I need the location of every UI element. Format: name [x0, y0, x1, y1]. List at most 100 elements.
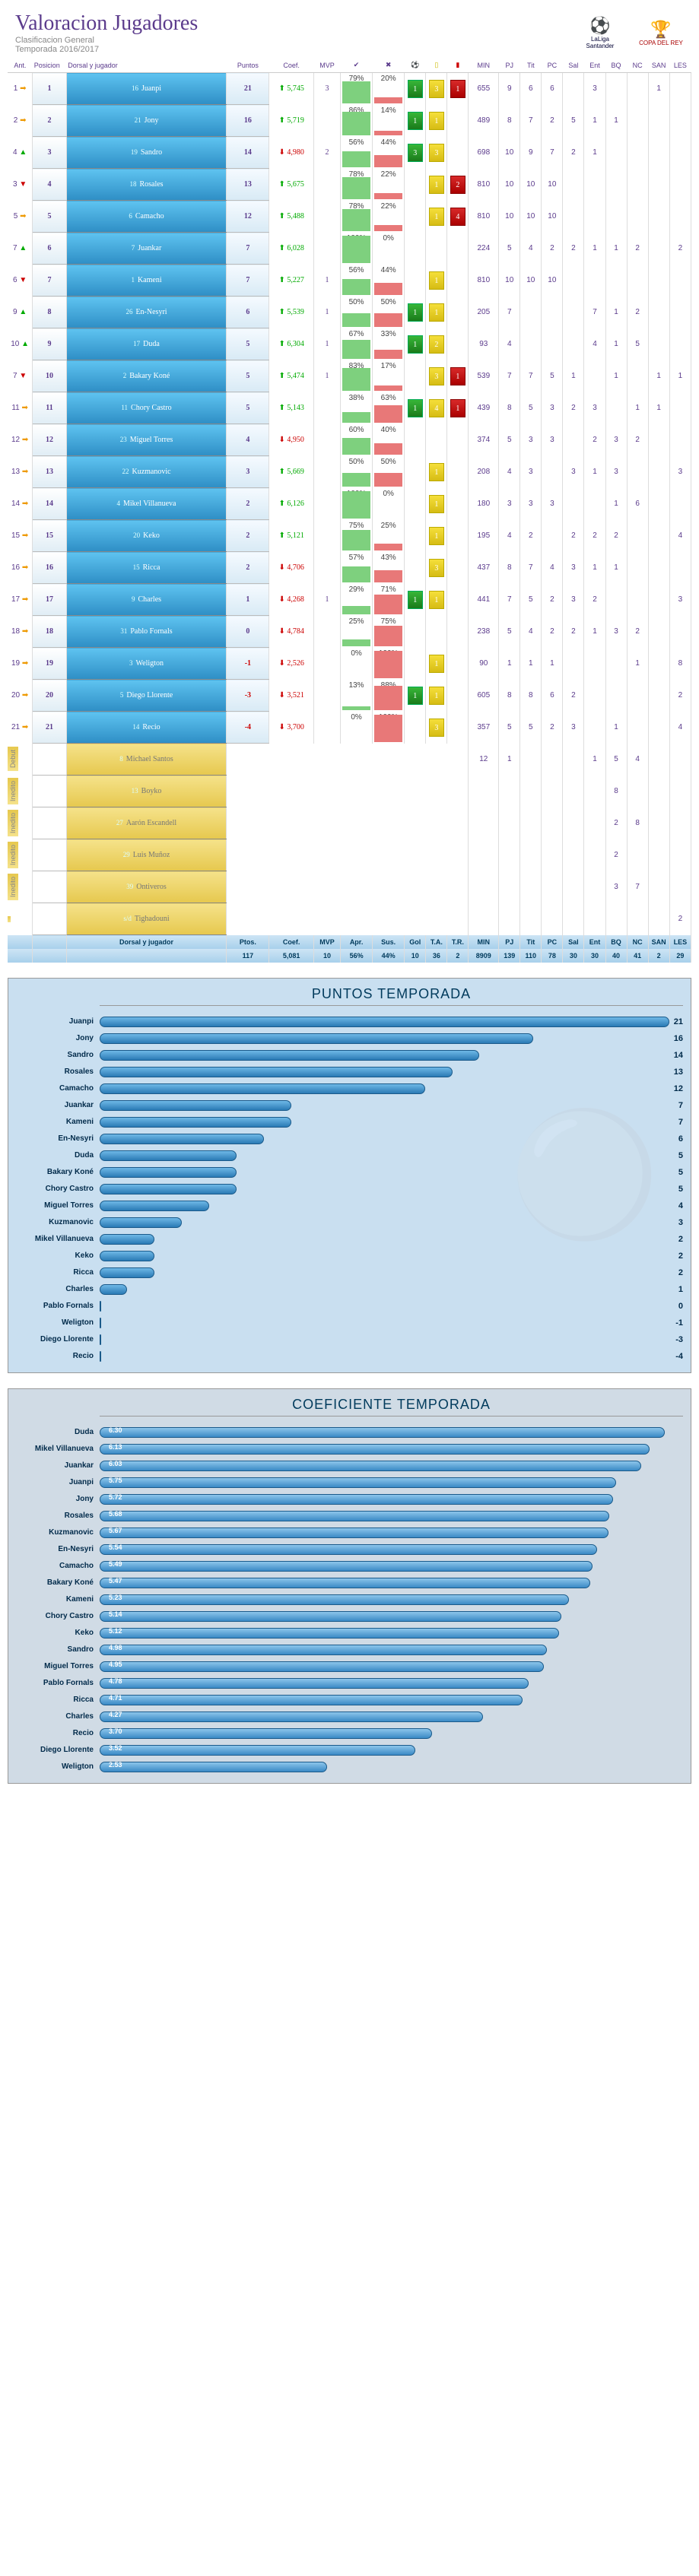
- sus-pct: 75%: [373, 616, 405, 648]
- sal: 2: [563, 233, 584, 265]
- points: 4: [227, 424, 269, 456]
- points: 14: [227, 137, 269, 169]
- position: 19: [33, 648, 66, 680]
- pc: 3: [542, 392, 563, 424]
- pc: 10: [542, 201, 563, 233]
- chart-label: Sandro: [16, 1645, 100, 1654]
- chart-value: 5.68: [109, 1510, 122, 1518]
- bq: [605, 73, 627, 105]
- player-name: 20Keko: [66, 520, 227, 552]
- chart-label: Charles: [16, 1712, 100, 1721]
- tit: 10: [520, 169, 542, 201]
- san: [648, 137, 669, 169]
- san: [648, 201, 669, 233]
- sal: [563, 73, 584, 105]
- yellow-cards: 1: [426, 169, 447, 201]
- coef: ⬆ 5,675: [269, 169, 313, 201]
- points: 3: [227, 456, 269, 488]
- goals: [405, 265, 426, 297]
- chart-label: Charles: [16, 1285, 100, 1293]
- chart-coef: COEFICIENTE TEMPORADA Duda 6.30Mikel Vil…: [8, 1388, 691, 1784]
- yellow-cards: 1: [426, 520, 447, 552]
- ent: 3: [584, 392, 605, 424]
- chart-value: 3: [678, 1218, 683, 1227]
- mvp: [313, 648, 340, 680]
- mvp: [313, 392, 340, 424]
- chart-value: 6.13: [109, 1443, 122, 1451]
- chart-row: Juankar 6.03: [100, 1458, 683, 1474]
- sal: 3: [563, 552, 584, 584]
- pj: 10: [499, 169, 520, 201]
- player-name: 29Luis Muñoz: [66, 839, 227, 871]
- col-pj: PJ: [499, 58, 520, 73]
- les: 3: [669, 456, 691, 488]
- chart-value: 4.78: [109, 1677, 122, 1685]
- goals: 1: [405, 392, 426, 424]
- chart-value: 21: [674, 1017, 683, 1026]
- chart-row: Kuzmanovic 5.67: [100, 1524, 683, 1541]
- red-cards: [447, 680, 469, 712]
- position: 21: [33, 712, 66, 744]
- bq: 1: [605, 552, 627, 584]
- player-name: 15Ricca: [66, 552, 227, 584]
- nc: 2: [627, 424, 648, 456]
- col-coef: Coef.: [269, 58, 313, 73]
- sal: 2: [563, 520, 584, 552]
- sus-pct: 20%: [373, 73, 405, 105]
- bq: 1: [605, 105, 627, 137]
- points: 21: [227, 73, 269, 105]
- tit: [520, 328, 542, 360]
- san: [648, 456, 669, 488]
- yellow-cards: 1: [426, 680, 447, 712]
- nc: [627, 552, 648, 584]
- ent: [584, 680, 605, 712]
- chart-row: Juankar 7: [100, 1097, 683, 1114]
- subtitle-2: Temporada 2016/2017: [15, 45, 198, 54]
- ent: 7: [584, 297, 605, 328]
- les: 2: [669, 233, 691, 265]
- player-name: 1Kameni: [66, 265, 227, 297]
- pc: [542, 456, 563, 488]
- header-row: Ant. Posicion Dorsal y jugador Puntos Co…: [8, 58, 691, 73]
- table-row-extra: s/dTighadouni 2: [8, 903, 691, 935]
- chart-row: Mikel Villanueva 2: [100, 1231, 683, 1248]
- player-name: 27Aarón Escandell: [66, 807, 227, 839]
- pj: 4: [499, 328, 520, 360]
- san: [648, 169, 669, 201]
- chart-label: Jony: [16, 1495, 100, 1503]
- player-name: 26En-Nesyri: [66, 297, 227, 328]
- red-cards: 1: [447, 392, 469, 424]
- coef: ⬇ 4,268: [269, 584, 313, 616]
- pj: 5: [499, 712, 520, 744]
- nc: [627, 73, 648, 105]
- goals: [405, 520, 426, 552]
- nc: 1: [627, 392, 648, 424]
- san: [648, 424, 669, 456]
- pj: 8: [499, 392, 520, 424]
- san: [648, 680, 669, 712]
- chart-value: 5.14: [109, 1610, 122, 1618]
- apr-pct: 50%: [341, 456, 373, 488]
- position: 1: [33, 73, 66, 105]
- pj: 8: [499, 680, 520, 712]
- chart-value: 2: [678, 1268, 683, 1277]
- mvp: [313, 169, 340, 201]
- apr-pct: 78%: [341, 169, 373, 201]
- sal: 2: [563, 616, 584, 648]
- pj: 5: [499, 233, 520, 265]
- bq: [605, 201, 627, 233]
- pj: 4: [499, 456, 520, 488]
- red-cards: 1: [447, 73, 469, 105]
- points: 13: [227, 169, 269, 201]
- yellow-cards: [426, 424, 447, 456]
- ent: 4: [584, 328, 605, 360]
- chart-value: 4.27: [109, 1711, 122, 1718]
- coef: ⬇ 4,706: [269, 552, 313, 584]
- minutes: 93: [469, 328, 499, 360]
- les: 8: [669, 648, 691, 680]
- sus-pct: 17%: [373, 360, 405, 392]
- table-row: 18 ➡ 18 31Pablo Fornals 0 ⬇ 4,784 25% 75…: [8, 616, 691, 648]
- yellow-cards: 1: [426, 105, 447, 137]
- chart-value: 1: [678, 1285, 683, 1294]
- ant: 13 ➡: [8, 456, 33, 488]
